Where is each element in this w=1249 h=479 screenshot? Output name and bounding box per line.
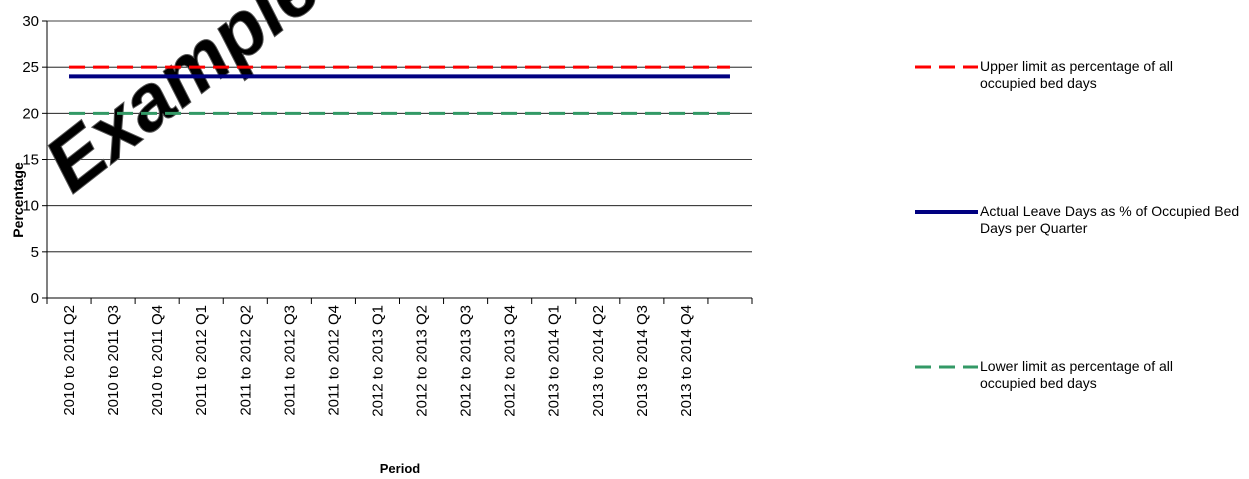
x-tick-label: 2011 to 2012 Q2: [237, 305, 254, 416]
x-tick-label: 2011 to 2012 Q4: [325, 305, 342, 416]
y-axis-title: Percentage: [10, 162, 26, 238]
x-tick-label: 2011 to 2012 Q3: [281, 305, 298, 416]
legend-label: Actual Leave Days as % of Occupied Bed D…: [980, 203, 1240, 236]
x-axis-title: Period: [380, 461, 421, 476]
x-tick-label: 2010 to 2011 Q2: [61, 305, 78, 416]
x-tick-label: 2010 to 2011 Q4: [149, 305, 166, 416]
watermark: Example: [28, 0, 335, 208]
x-tick-label: 2012 to 2013 Q2: [414, 305, 431, 417]
x-tick-label: 2013 to 2014 Q2: [590, 305, 607, 417]
legend-label: Upper limit as percentage of all occupie…: [980, 58, 1173, 91]
x-tick-label: 2012 to 2013 Q3: [458, 305, 475, 417]
y-tick-label: 30: [22, 13, 39, 30]
y-tick-label: 20: [22, 105, 39, 122]
y-tick-label: 0: [31, 290, 39, 307]
y-tick-label: 25: [22, 59, 39, 76]
y-tick-label: 10: [22, 198, 39, 215]
x-tick-label: 2013 to 2014 Q4: [678, 305, 695, 417]
legend-label: Lower limit as percentage of all occupie…: [980, 358, 1173, 391]
x-tick-label: 2012 to 2013 Q4: [502, 305, 519, 417]
x-tick-label: 2011 to 2012 Q1: [193, 305, 210, 416]
y-tick-label: 15: [22, 152, 39, 169]
y-tick-label: 5: [31, 244, 39, 261]
x-tick-label: 2013 to 2014 Q1: [546, 305, 563, 417]
x-tick-label: 2012 to 2013 Q1: [369, 305, 386, 417]
x-tick-label: 2010 to 2011 Q3: [105, 305, 122, 416]
x-tick-label: 2013 to 2014 Q3: [634, 305, 651, 417]
